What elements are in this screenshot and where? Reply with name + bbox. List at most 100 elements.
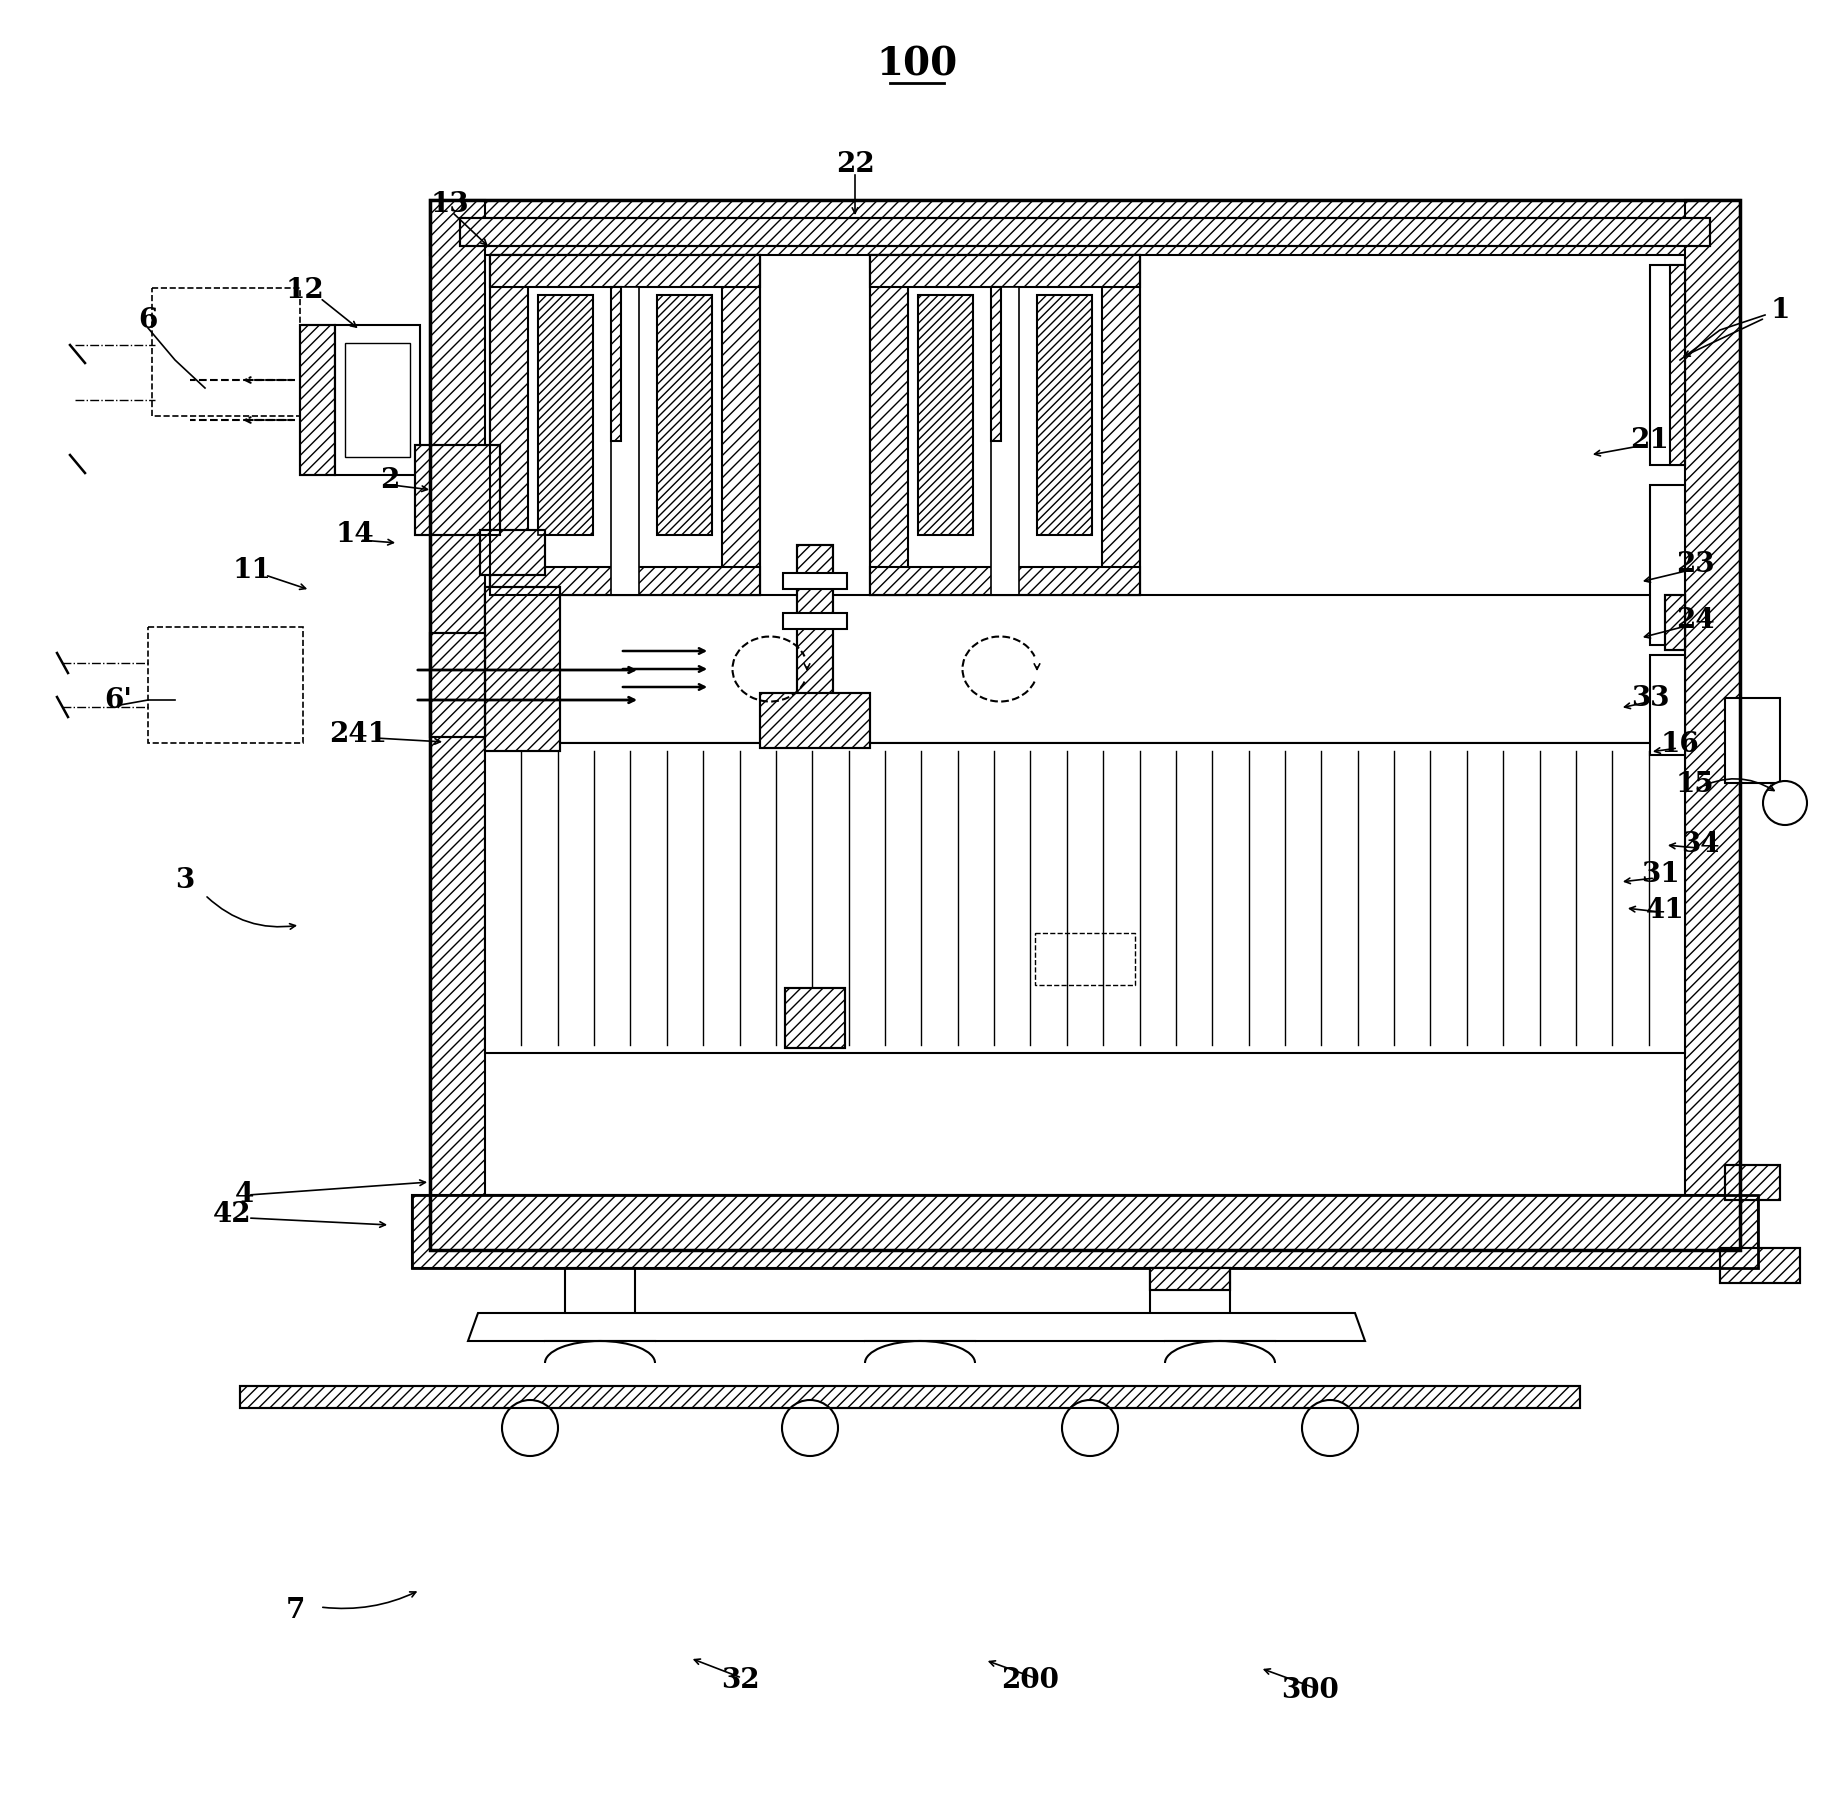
Bar (798, 545, 833, 746)
Bar (869, 567, 1141, 595)
Bar (723, 255, 759, 595)
Circle shape (1062, 1400, 1119, 1456)
Bar (413, 1194, 1759, 1268)
Bar (1665, 595, 1685, 651)
Bar (1651, 654, 1685, 755)
Bar (657, 296, 712, 534)
Bar (1726, 697, 1781, 784)
Bar (301, 325, 336, 475)
Bar (869, 255, 1141, 287)
Text: 6': 6' (105, 687, 132, 714)
Text: 7: 7 (286, 1596, 304, 1623)
Bar (1036, 296, 1091, 534)
Text: 42: 42 (213, 1201, 251, 1228)
Text: 1: 1 (1770, 296, 1790, 323)
Text: 13: 13 (431, 192, 470, 219)
Text: 12: 12 (286, 276, 325, 303)
Bar (149, 628, 303, 742)
Text: 23: 23 (1676, 552, 1715, 579)
Bar (1036, 296, 1091, 534)
Text: 6: 6 (138, 307, 158, 333)
Bar (481, 531, 545, 576)
Bar (460, 219, 1709, 246)
Bar (1165, 1341, 1275, 1363)
Text: 241: 241 (328, 721, 387, 748)
Text: 4: 4 (235, 1182, 255, 1208)
Bar (1720, 1248, 1799, 1284)
Bar (240, 1386, 1581, 1408)
Text: 41: 41 (1645, 896, 1684, 923)
Bar (990, 287, 1020, 595)
Bar (1726, 1165, 1781, 1200)
Bar (490, 255, 528, 595)
Bar (869, 255, 908, 595)
Text: 16: 16 (1660, 732, 1700, 758)
Circle shape (1762, 782, 1806, 825)
Bar (1150, 1268, 1231, 1289)
Bar (783, 613, 847, 629)
Bar (798, 545, 833, 746)
Text: 14: 14 (336, 522, 374, 549)
Bar (1665, 595, 1685, 651)
Bar (528, 287, 723, 567)
Bar (545, 1341, 655, 1363)
Text: 33: 33 (1630, 685, 1669, 712)
Bar (301, 325, 336, 475)
Bar (484, 255, 1685, 1194)
Bar (240, 1386, 1581, 1408)
Text: 3: 3 (176, 866, 194, 893)
Bar (336, 325, 420, 475)
Bar (490, 255, 759, 287)
Bar (866, 1341, 976, 1363)
Bar (783, 574, 847, 588)
Bar (990, 287, 1001, 441)
Bar (1651, 265, 1685, 464)
Bar (919, 296, 974, 534)
Bar (414, 445, 501, 534)
Circle shape (781, 1400, 838, 1456)
Bar (490, 567, 759, 595)
Text: 15: 15 (1676, 771, 1715, 798)
Bar (429, 201, 1740, 255)
Text: 34: 34 (1680, 832, 1718, 859)
Bar (345, 342, 411, 457)
Bar (919, 296, 974, 534)
Bar (484, 586, 559, 751)
Bar (484, 742, 1685, 1052)
Text: 100: 100 (877, 47, 957, 84)
Bar (759, 694, 869, 748)
Bar (537, 296, 592, 534)
Bar (1102, 255, 1141, 595)
Bar (490, 255, 759, 595)
Bar (429, 633, 484, 737)
Text: 24: 24 (1676, 606, 1715, 633)
Bar (1034, 932, 1135, 984)
Text: 11: 11 (233, 556, 271, 583)
Bar (429, 201, 1740, 1250)
Bar (429, 201, 484, 1250)
Bar (414, 445, 501, 534)
Bar (1150, 1268, 1231, 1327)
Bar (152, 289, 301, 416)
Polygon shape (468, 1312, 1364, 1341)
Text: 32: 32 (721, 1666, 759, 1694)
Bar (1671, 265, 1685, 464)
Bar (1651, 484, 1685, 645)
Bar (429, 633, 484, 737)
Bar (657, 296, 712, 534)
Bar (611, 287, 622, 441)
Circle shape (1302, 1400, 1357, 1456)
Text: 2: 2 (380, 466, 400, 493)
Bar (759, 694, 869, 748)
Bar (413, 1194, 1759, 1268)
Bar (785, 988, 845, 1047)
Bar (869, 255, 1141, 595)
Bar (565, 1268, 635, 1327)
Bar (484, 586, 559, 751)
Text: 200: 200 (1001, 1666, 1058, 1694)
Bar (785, 988, 845, 1047)
Bar (1726, 1165, 1781, 1200)
Circle shape (503, 1400, 558, 1456)
Bar (537, 296, 592, 534)
Text: 31: 31 (1641, 861, 1680, 889)
